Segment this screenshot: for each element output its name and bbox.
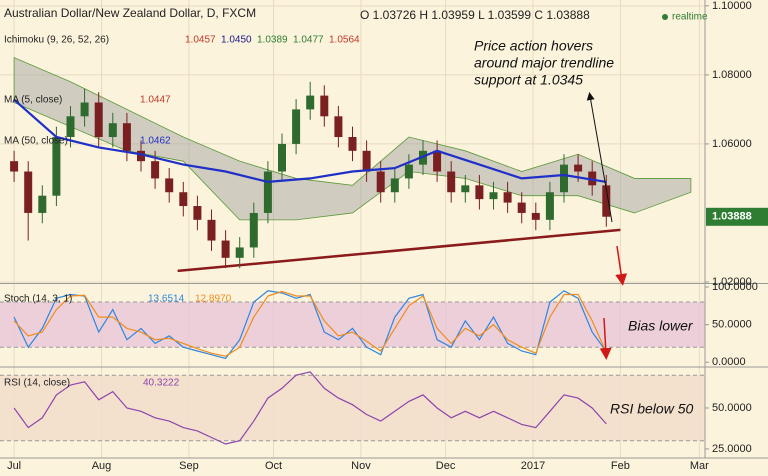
indicator-value: 1.0457 <box>185 35 216 46</box>
band <box>0 375 705 441</box>
candle-body <box>433 150 442 172</box>
y-tick-label: 100.0000 <box>712 281 758 293</box>
candle-body <box>390 178 399 193</box>
y-tick-label: 1.06000 <box>712 138 752 150</box>
annotation: RSI below 50 <box>610 401 693 417</box>
candle-body <box>122 123 131 151</box>
candle-body <box>306 95 315 110</box>
ohlc-readout: O 1.03726 H 1.03959 L 1.03599 C 1.03888 <box>360 8 590 22</box>
candle-body <box>503 192 512 203</box>
candle-body <box>362 150 371 172</box>
band <box>0 302 705 348</box>
y-tick-label: 1.10000 <box>712 0 752 12</box>
annotation-arrow <box>586 92 613 223</box>
indicator-value: 1.0450 <box>221 35 252 46</box>
indicator-line <box>13 371 607 445</box>
status: realtime <box>672 12 708 23</box>
candle-body <box>137 150 145 162</box>
y-tick-label: 0.0000 <box>712 356 746 368</box>
candle-body <box>602 185 611 217</box>
last-price-label: 1.03888 <box>712 211 752 223</box>
y-tick-label: 25.0000 <box>712 443 752 455</box>
last-price-box <box>706 207 768 226</box>
indicator-value: 13.6514 <box>148 294 185 305</box>
annotation: Price action hovers <box>474 38 593 54</box>
annotation: around major trendline <box>474 55 614 71</box>
candle-body <box>348 137 357 151</box>
down-arrow <box>615 245 628 286</box>
candle-body <box>320 95 329 117</box>
x-tick-label: Dec <box>436 460 456 472</box>
down-arrow <box>599 317 612 360</box>
indicator-value: 12.8970 <box>195 294 232 305</box>
candle-body <box>249 212 258 248</box>
candle-body <box>24 171 33 213</box>
x-tick-label: Mar <box>690 460 709 472</box>
candle-body <box>334 116 343 138</box>
indicator-value: 1.0447 <box>140 95 171 106</box>
candle-body <box>574 164 583 172</box>
candle-body <box>235 247 244 258</box>
annotation: Bias lower <box>628 318 694 334</box>
candle-body <box>66 116 75 138</box>
candle-body <box>545 192 554 220</box>
y-tick-label: 50.0000 <box>712 319 752 331</box>
y-tick-label: 1.02000 <box>712 276 752 288</box>
indicator-value: 40.3222 <box>143 378 180 389</box>
ma-line <box>13 98 607 184</box>
x-tick-label: Jul <box>7 460 21 472</box>
candle-body <box>292 109 301 144</box>
candle-body <box>10 161 19 172</box>
indicator-line <box>13 290 607 360</box>
y-tick-label: 50.0000 <box>712 402 752 414</box>
candle-body <box>165 178 174 193</box>
candle-body <box>38 195 47 213</box>
trendline <box>177 228 621 273</box>
x-tick-label: Aug <box>92 460 112 472</box>
candle-body <box>179 192 188 207</box>
indicator-name: MA (50, close) <box>4 136 68 147</box>
candle-body <box>447 171 456 193</box>
indicator-value: 1.0462 <box>140 136 171 147</box>
x-tick-label: Sep <box>179 460 199 472</box>
candle-body <box>108 123 117 138</box>
candle-body <box>560 164 568 193</box>
indicator-name: MA (5, close) <box>4 95 62 106</box>
indicator-value: 1.0477 <box>293 35 324 46</box>
candle-body <box>376 171 385 193</box>
chart-title: Australian Dollar/New Zealand Dollar, D,… <box>4 6 256 20</box>
candle-body <box>193 206 202 220</box>
candle-body <box>221 240 230 258</box>
indicator-name: RSI (14, close) <box>4 378 70 389</box>
candle-body <box>52 137 61 196</box>
candle-body <box>461 185 470 193</box>
indicator-name: Stoch (14, 3, 1) <box>4 294 72 305</box>
candle-body <box>80 102 89 117</box>
indicator-value: 1.0389 <box>257 35 288 46</box>
annotation: support at 1.0345 <box>474 72 583 88</box>
y-tick-label: 1.08000 <box>712 69 752 81</box>
candle-body <box>489 192 498 200</box>
indicator-line <box>13 290 607 357</box>
candle-body <box>404 164 413 179</box>
candle-body <box>263 171 272 213</box>
x-tick-label: 2017 <box>521 460 545 472</box>
candle-body <box>94 102 103 138</box>
indicator-value: 1.0564 <box>329 35 360 46</box>
indicator-name: Ichimoku (9, 26, 52, 26) <box>4 35 109 46</box>
candle-body <box>517 202 526 213</box>
candle-body <box>151 161 160 179</box>
candle-body <box>475 185 484 200</box>
plot-area <box>0 0 705 458</box>
candle-body <box>207 219 216 241</box>
candle-body <box>278 143 286 172</box>
x-tick-label: Nov <box>351 460 371 472</box>
status-dot <box>662 14 668 20</box>
x-tick-label: Oct <box>265 460 282 472</box>
candle-body <box>588 171 597 186</box>
x-tick-label: Feb <box>611 460 630 472</box>
candle-body <box>531 212 540 220</box>
